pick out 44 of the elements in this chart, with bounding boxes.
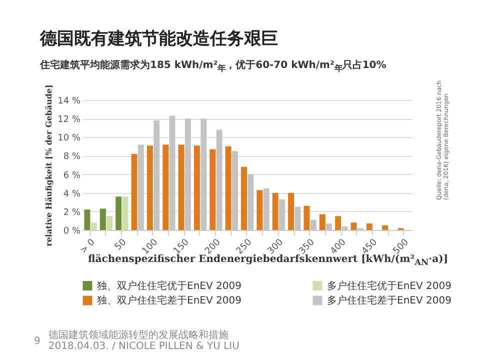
bar — [335, 216, 342, 230]
bar — [116, 196, 122, 230]
chart-title: 德国既有建筑节能改造任务艰巨 — [40, 28, 278, 50]
bar — [350, 222, 357, 230]
x-axis-title: flächenspezifischer Endenergiebedarfskennwert [kWh/(m²$_{AN}$·a)] — [88, 254, 448, 267]
y-tick-label: 12 % — [58, 115, 81, 126]
bar — [90, 222, 97, 230]
bar — [272, 192, 278, 230]
chart-subtitle: 住宅建筑平均能源需求为185 kWh/m²$_{年}$，优于60-70 kWh/m²$_{年}$只占10% — [40, 58, 386, 74]
legend-label: 独、双户住住宅差于EnEV 2009 — [97, 294, 242, 306]
y-tick-label: 10 % — [58, 134, 81, 144]
y-tick-label: 6 % — [63, 170, 81, 181]
bar — [122, 196, 128, 230]
legend-label: 独、双户住住宅优于EnEV 2009 — [97, 280, 242, 292]
bar — [106, 216, 113, 230]
y-tick-label: 2 % — [63, 208, 81, 218]
bar — [319, 214, 326, 230]
bar — [382, 225, 388, 230]
bar — [178, 144, 184, 230]
bar — [84, 210, 90, 230]
bar — [146, 146, 153, 230]
bar — [131, 154, 138, 230]
bar — [288, 192, 294, 230]
x-tick-label: 50 — [113, 237, 129, 253]
text: 德国建筑领域能源转型的发展战略和措施 — [48, 330, 230, 341]
bar — [100, 208, 106, 230]
bar — [194, 146, 200, 230]
bar — [241, 166, 247, 230]
x-tick-label: 400 — [328, 237, 348, 257]
y-tick-label: 4 % — [63, 189, 81, 200]
bar — [210, 149, 216, 230]
bar — [256, 190, 263, 230]
bar — [366, 224, 372, 230]
text: 2018.04.03. / NICOLE PILLEN & YU LIU — [48, 341, 240, 352]
bar — [304, 206, 310, 230]
text: 9 — [34, 336, 40, 346]
legend-label: 多户住住宅优于EnEV 2009 — [327, 280, 452, 292]
bar — [162, 144, 169, 230]
bar — [225, 146, 232, 230]
y-axis-title: relative Häufigkeit [% der Gebäude] — [44, 84, 54, 246]
y-tick-label: 14 % — [58, 96, 81, 106]
legend-label: 多户住住宅差于EnEV 2009 — [327, 294, 452, 306]
y-tick-label: 0 % — [63, 226, 81, 236]
y-tick-label: 8 % — [63, 152, 81, 162]
